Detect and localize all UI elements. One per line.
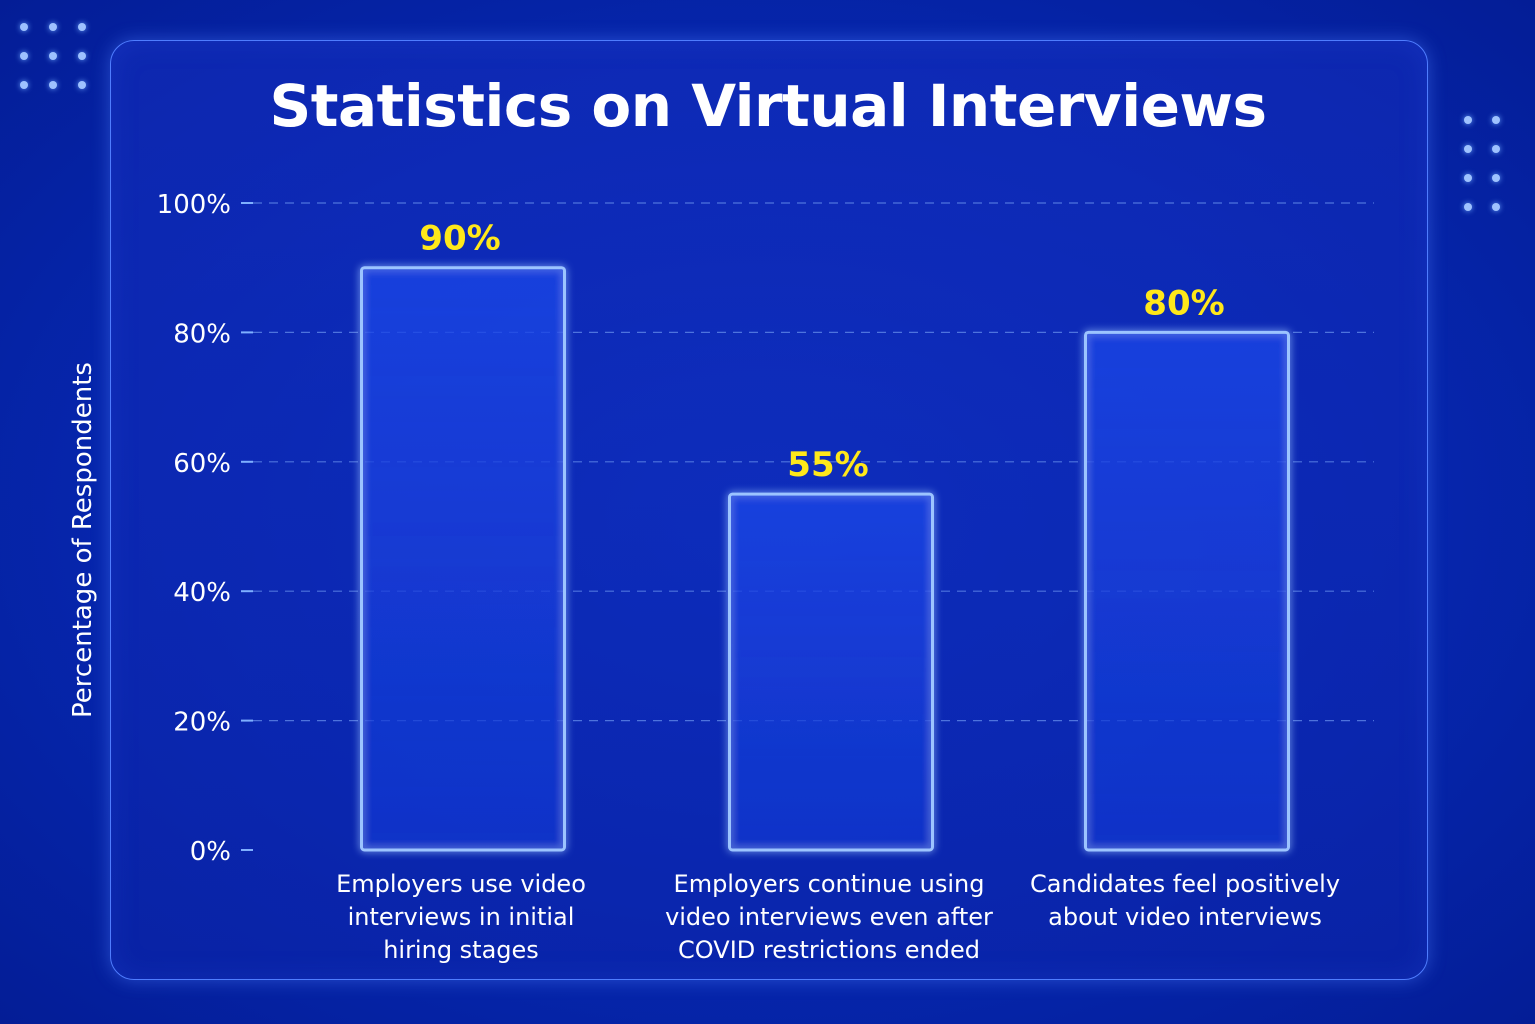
bar [1084,330,1290,852]
bars [360,266,1290,852]
labels: 0% 20% 40% 60% 80% 100% Percentage of Responde… [68,190,1340,964]
bar [360,266,566,852]
y-tick-label: 80% [173,319,231,349]
x-category-label: COVID restrictions ended [678,936,980,964]
x-category-label: Candidates feel positively [1030,870,1340,898]
x-category-label: about video interviews [1048,903,1322,931]
y-tick-label: 60% [173,449,231,479]
decorative-dots-top-right [1464,116,1500,211]
bar [728,492,934,852]
x-category-label: hiring stages [383,936,539,964]
y-tick-label: 0% [190,837,231,867]
decorative-dots-top-left [20,23,86,89]
x-category-label: video interviews even after [665,903,993,931]
y-tick-label: 40% [173,578,231,608]
chart-title: Statistics on Virtual Interviews [269,72,1267,140]
bar-value-label: 80% [1143,283,1224,323]
x-category-label: interviews in initial [348,903,575,931]
x-category-label: Employers continue using [674,870,985,898]
bar-value-label: 55% [787,445,868,485]
y-axis-label: Percentage of Respondents [68,362,98,718]
y-tick-label: 100% [157,190,231,220]
bar-value-label: 90% [419,219,500,259]
x-category-label: Employers use video [336,870,586,898]
y-tick-label: 20% [173,708,231,738]
